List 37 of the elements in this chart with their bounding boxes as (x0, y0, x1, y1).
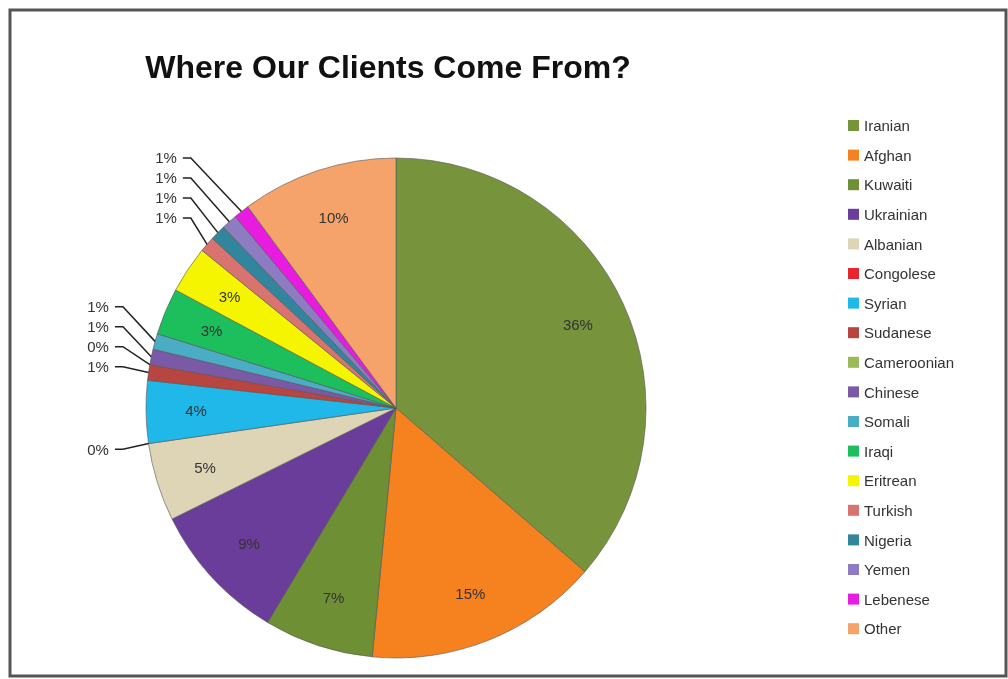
legend-label: Congolese (864, 265, 936, 283)
data-label: 1% (87, 357, 109, 375)
data-label: 5% (194, 458, 216, 476)
legend-label: Afghan (864, 146, 912, 164)
chart-title: Where Our Clients Come From? (145, 49, 631, 85)
legend-label: Somali (864, 413, 910, 431)
legend-label: Turkish (864, 502, 913, 520)
legend-label: Syrian (864, 294, 907, 312)
data-label: 15% (455, 584, 486, 602)
legend-label: Kuwaiti (864, 176, 913, 194)
data-label: 1% (155, 169, 177, 187)
data-label: 1% (155, 149, 177, 167)
legend-label: Sudanese (864, 324, 932, 342)
legend-label: Yemen (864, 561, 911, 579)
data-label: 36% (562, 316, 593, 334)
legend-label: Iranian (864, 117, 910, 135)
text: 0% (87, 440, 109, 458)
legend-label: Chinese (864, 383, 920, 401)
data-label: 10% (318, 209, 349, 227)
data-label: 1% (87, 317, 109, 335)
legend-label: Iraqi (864, 442, 894, 460)
data-label: 1% (155, 189, 177, 207)
data-label: 3% (218, 288, 241, 306)
data-label: 1% (155, 209, 177, 227)
legend-label: Ukrainian (864, 206, 928, 224)
data-label: 4% (185, 402, 207, 420)
data-label: 3% (200, 321, 223, 339)
text: 0% (87, 337, 109, 355)
legend-label: Other (864, 620, 902, 638)
legend-label: Eritrean (864, 472, 917, 490)
legend-label: Lebenese (864, 590, 930, 608)
data-label: 9% (238, 534, 260, 552)
data-label: 1% (87, 297, 109, 315)
legend-label: Nigeria (864, 531, 913, 549)
legend-label: Cameroonian (864, 354, 955, 372)
legend-label: Albanian (864, 235, 923, 253)
data-label: 7% (322, 589, 345, 607)
